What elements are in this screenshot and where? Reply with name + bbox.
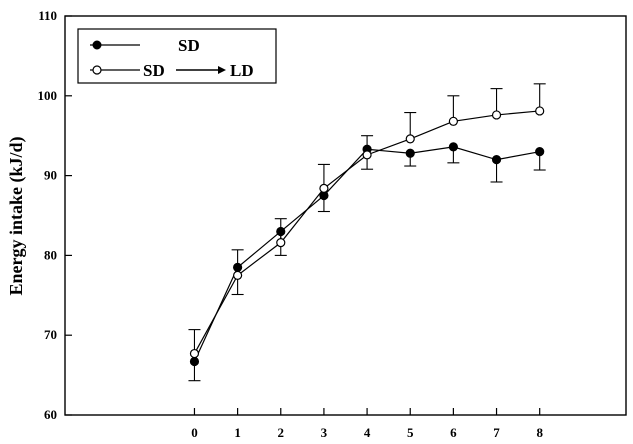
y-tick-label: 60 <box>44 407 57 422</box>
legend-arrowhead-icon <box>218 66 226 74</box>
data-point <box>405 134 415 144</box>
data-point <box>448 142 458 152</box>
x-tick-label: 4 <box>364 425 371 440</box>
plot-frame <box>64 15 627 416</box>
data-point <box>491 155 502 165</box>
data-point <box>535 147 545 157</box>
series-line <box>193 146 540 362</box>
data-point <box>319 183 329 193</box>
y-tick-label: 100 <box>38 88 58 103</box>
x-tick-label: 6 <box>450 425 457 440</box>
x-tick-label: 1 <box>234 425 241 440</box>
data-point <box>535 106 545 116</box>
legend-box <box>77 28 277 84</box>
y-axis-title: Energy intake (kJ/d) <box>6 136 27 295</box>
legend: SD SD LD <box>77 28 277 84</box>
data-point <box>189 348 200 359</box>
data-point <box>448 116 458 126</box>
series-1 <box>188 83 546 359</box>
data-point <box>276 238 286 248</box>
legend-sdld-label-right: LD <box>230 61 254 80</box>
y-tick-label: 110 <box>38 8 57 23</box>
data-point <box>405 148 415 158</box>
y-tick-label: 70 <box>44 327 57 342</box>
x-tick-label: 8 <box>536 425 543 440</box>
legend-sdld-marker <box>92 65 102 75</box>
legend-sdld-label-left: SD <box>143 61 165 80</box>
y-tick-label: 80 <box>44 247 57 262</box>
x-tick-label: 5 <box>407 425 414 440</box>
series-0 <box>188 142 546 382</box>
data-point <box>491 110 502 120</box>
y-tick-label: 90 <box>44 168 57 183</box>
data-point <box>233 270 243 280</box>
legend-sd-label: SD <box>178 36 200 55</box>
x-tick-label: 0 <box>191 425 198 440</box>
x-tick-label: 7 <box>493 425 500 440</box>
x-tick-label: 2 <box>278 425 285 440</box>
legend-sd-marker <box>92 40 102 50</box>
data-point <box>362 150 372 160</box>
x-tick-label: 3 <box>321 425 328 440</box>
data-point <box>189 356 200 367</box>
